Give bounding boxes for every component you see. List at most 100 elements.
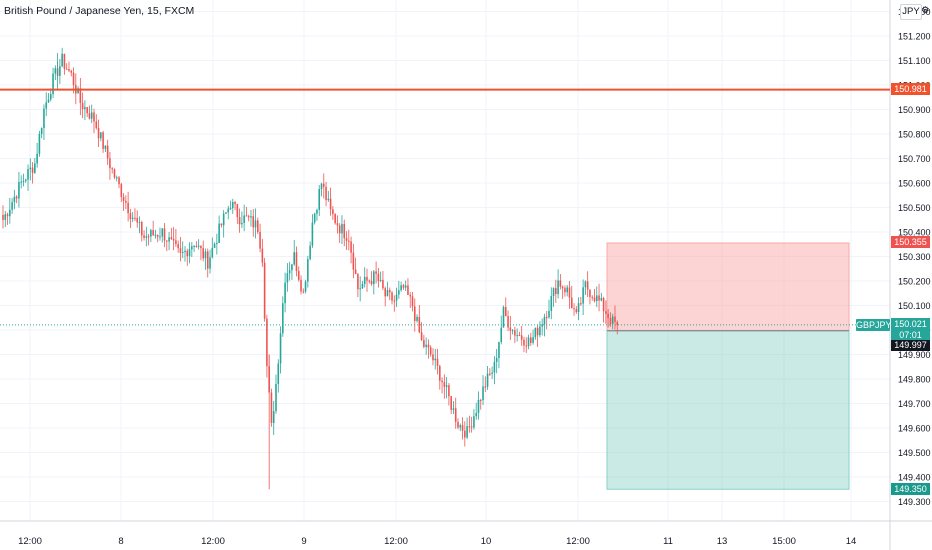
candle-body — [489, 373, 491, 375]
candle-body — [202, 248, 204, 259]
candle-body — [545, 316, 548, 318]
price-axis[interactable]: 149.300 149.400 149.500 149.600 149.700 149.8… — [898, 7, 931, 507]
candle-body — [573, 308, 575, 310]
candle-body — [288, 270, 291, 274]
candle-body — [591, 296, 594, 298]
candle-body — [441, 380, 443, 383]
candle-body — [234, 201, 236, 205]
candle-body — [9, 209, 11, 217]
horizontal-line[interactable] — [0, 88, 890, 326]
candle-body — [482, 386, 484, 401]
candle-body — [595, 295, 598, 302]
candle-body — [616, 322, 619, 326]
candle-body — [607, 313, 609, 318]
candle-body — [20, 181, 22, 183]
candle-body — [327, 198, 330, 201]
candle-body — [407, 285, 409, 295]
candle-body — [411, 296, 414, 307]
candle-body — [70, 70, 73, 73]
candle-body — [443, 382, 446, 387]
candle-body — [131, 217, 134, 220]
short-position-zones[interactable] — [606, 242, 850, 490]
candle-body — [484, 386, 487, 388]
candle-body — [147, 236, 150, 238]
candle-body — [195, 245, 198, 247]
candle-body — [375, 271, 377, 274]
candle-body — [341, 223, 343, 234]
price-tick-label: 150.800 — [898, 130, 931, 140]
candle-body — [95, 121, 98, 128]
candle-body — [361, 284, 364, 289]
candle-body — [402, 285, 405, 288]
candle-body — [475, 413, 477, 417]
price-tick-label: 149.300 — [898, 497, 931, 507]
candle-body — [502, 307, 505, 328]
candle-body — [504, 307, 507, 317]
candle-body — [309, 245, 311, 260]
candle-body — [586, 281, 589, 290]
target-price-tag: 149.350 — [891, 483, 930, 495]
candle-body — [49, 94, 52, 100]
candle-body — [388, 290, 391, 293]
time-tick-label: 15:00 — [772, 536, 796, 547]
candle-body — [220, 223, 223, 226]
candle-body — [302, 291, 305, 293]
candle-body — [120, 184, 123, 197]
candle-body — [282, 303, 284, 334]
candle-body — [334, 214, 336, 224]
candle-body — [452, 408, 455, 410]
candle-body — [159, 236, 161, 238]
candle-body — [111, 168, 113, 170]
candle-body — [200, 245, 202, 249]
candle-body — [54, 68, 57, 74]
candle-body — [468, 426, 471, 428]
candle-body — [161, 228, 164, 237]
candle-body — [295, 252, 298, 272]
candle-body — [386, 290, 389, 297]
candle-body — [172, 238, 175, 241]
symbol-label: GBPJPY — [856, 319, 892, 331]
candle-body — [479, 399, 482, 401]
horizontal-line-price-tag: 150.981 — [891, 83, 930, 95]
candle-body — [609, 317, 612, 324]
candle-body — [470, 426, 473, 428]
candle-body — [106, 145, 109, 159]
candle-body — [325, 186, 327, 201]
candle-body — [27, 169, 29, 180]
candle-body — [329, 198, 332, 210]
candle-body — [400, 285, 402, 291]
candle-body — [184, 250, 186, 252]
candle-body — [143, 235, 145, 238]
candle-body — [154, 234, 157, 236]
time-tick-label: 13 — [717, 536, 728, 547]
candle-body — [297, 271, 300, 280]
candle-body — [241, 222, 243, 225]
candle-body — [409, 294, 412, 297]
candle-body — [357, 274, 359, 290]
candle-body — [231, 201, 234, 209]
candle-body — [427, 344, 430, 348]
time-axis[interactable]: 12:00 8 12:00 9 12:00 10 12:00 11 13 15:00 14 — [18, 536, 856, 547]
currency-badge[interactable]: JPY — [900, 4, 922, 20]
candle-body — [65, 68, 68, 70]
candle-body — [13, 196, 16, 203]
candle-body — [377, 273, 380, 282]
candle-body — [34, 163, 36, 173]
candle-body — [43, 108, 45, 129]
candle-body — [552, 288, 555, 297]
candle-body — [459, 425, 462, 428]
candle-body — [109, 158, 111, 169]
candle-body — [191, 246, 193, 250]
candle-body — [611, 316, 614, 324]
price-tick-label: 149.400 — [898, 473, 931, 483]
candle-body — [429, 347, 432, 355]
settings-icon[interactable]: ⚙ — [921, 5, 930, 16]
candle-body — [6, 214, 9, 217]
candle-body — [222, 213, 225, 226]
candle-body — [534, 327, 537, 338]
candle-body — [589, 289, 591, 297]
candle-body — [263, 262, 266, 319]
candle-body — [118, 177, 120, 185]
candle-body — [464, 430, 466, 438]
